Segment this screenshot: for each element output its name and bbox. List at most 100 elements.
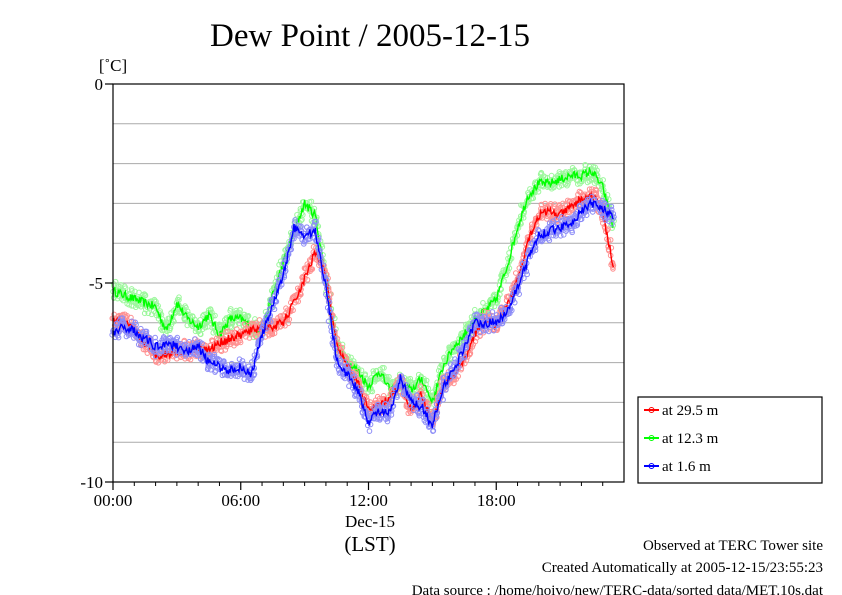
data-point-marker [524,271,530,278]
data-point-marker [420,396,426,403]
legend-label-29-5m: at 29.5 m [662,403,719,419]
data-point-marker [228,324,235,331]
data-point-marker [206,352,213,359]
data-point-marker [576,188,583,195]
data-point-marker [244,313,251,319]
data-point-marker [610,262,617,269]
data-point-marker [535,188,542,195]
data-point-marker [608,203,615,210]
data-point-marker [505,268,511,274]
x-tick-label: 18:00 [477,491,516,510]
data-point-marker [369,388,376,395]
data-point-marker [407,375,414,382]
data-point-marker [256,317,263,323]
data-point-marker [574,181,581,187]
data-point-marker [478,313,484,319]
data-point-marker [374,416,380,422]
data-point-marker [582,191,588,198]
data-point-marker [363,394,370,400]
data-point-marker [471,306,478,313]
data-point-marker [366,428,373,434]
data-point-marker [263,326,269,332]
data-point-marker [129,288,135,294]
data-point-marker [229,320,236,327]
data-point-marker [136,289,142,296]
data-point-marker [142,292,149,299]
series-line-at-12-3-m [112,166,614,405]
data-point-marker [133,321,139,328]
data-point-marker [308,198,315,205]
data-point-marker [538,238,545,245]
data-point-marker [443,387,449,393]
data-point-marker [532,247,539,254]
data-point-marker [339,344,346,351]
data-point-marker [557,233,564,239]
data-point-marker [267,318,274,325]
data-point-marker [111,281,117,287]
x-tick-label: 12:00 [349,491,388,510]
data-point-marker [240,361,247,367]
data-point-marker [498,304,504,311]
data-point-marker [441,375,447,381]
series-at-1-6-m [109,193,617,434]
data-point-marker [370,368,377,374]
data-point-marker [199,340,205,347]
data-point-marker [430,427,437,434]
data-point-marker [176,297,182,303]
data-point-marker [288,305,295,312]
data-point-marker [508,307,515,314]
data-point-marker [560,204,566,211]
data-point-marker [295,298,302,305]
data-point-marker [576,204,583,210]
data-point-marker [480,327,487,334]
data-point-marker [546,237,553,244]
data-point-marker [601,223,608,230]
legend-marker-12-3m [648,435,655,441]
data-point-marker [304,277,311,283]
data-point-marker [192,336,198,342]
data-point-marker [173,336,180,343]
data-point-marker [381,365,387,371]
data-point-marker [361,393,367,400]
data-point-marker [292,219,298,225]
footer-observed-site: Observed at TERC Tower site [643,538,823,554]
data-point-marker [236,356,243,363]
chart-title: Dew Point / 2005-12-15 [210,18,530,54]
data-point-marker [187,356,194,363]
legend-marker-29-5m [648,407,655,413]
data-point-marker [416,410,422,417]
y-axis-unit-label: [˚C] [99,56,127,75]
data-point-marker [309,266,316,272]
data-point-marker [313,218,319,225]
x-tick-label: 06:00 [221,491,260,510]
x-axis-date-label: Dec-15 [345,512,395,531]
data-point-marker [589,209,596,215]
data-point-marker [609,221,615,227]
data-point-marker [113,321,120,327]
data-point-marker [583,212,590,219]
data-point-marker [410,407,417,413]
data-point-marker [582,161,588,168]
data-point-marker [594,167,600,174]
data-point-marker [461,354,468,361]
data-point-marker [489,309,496,315]
data-point-marker [450,362,457,368]
series-at-12-3-m [110,161,617,411]
data-point-marker [380,393,387,399]
data-point-marker [450,373,457,379]
data-point-marker [294,285,301,292]
data-point-marker [132,319,138,326]
data-point-marker [141,310,148,317]
legend-label-1-6m: at 1.6 m [662,459,711,475]
data-point-marker [271,306,278,313]
data-point-marker [514,232,521,239]
data-point-marker [388,412,395,418]
data-point-marker [239,358,246,364]
data-point-marker [608,244,615,251]
data-point-marker [351,373,358,380]
data-point-marker [251,371,258,377]
data-point-marker [227,306,234,312]
data-point-marker [152,334,158,341]
data-point-marker [340,374,347,380]
